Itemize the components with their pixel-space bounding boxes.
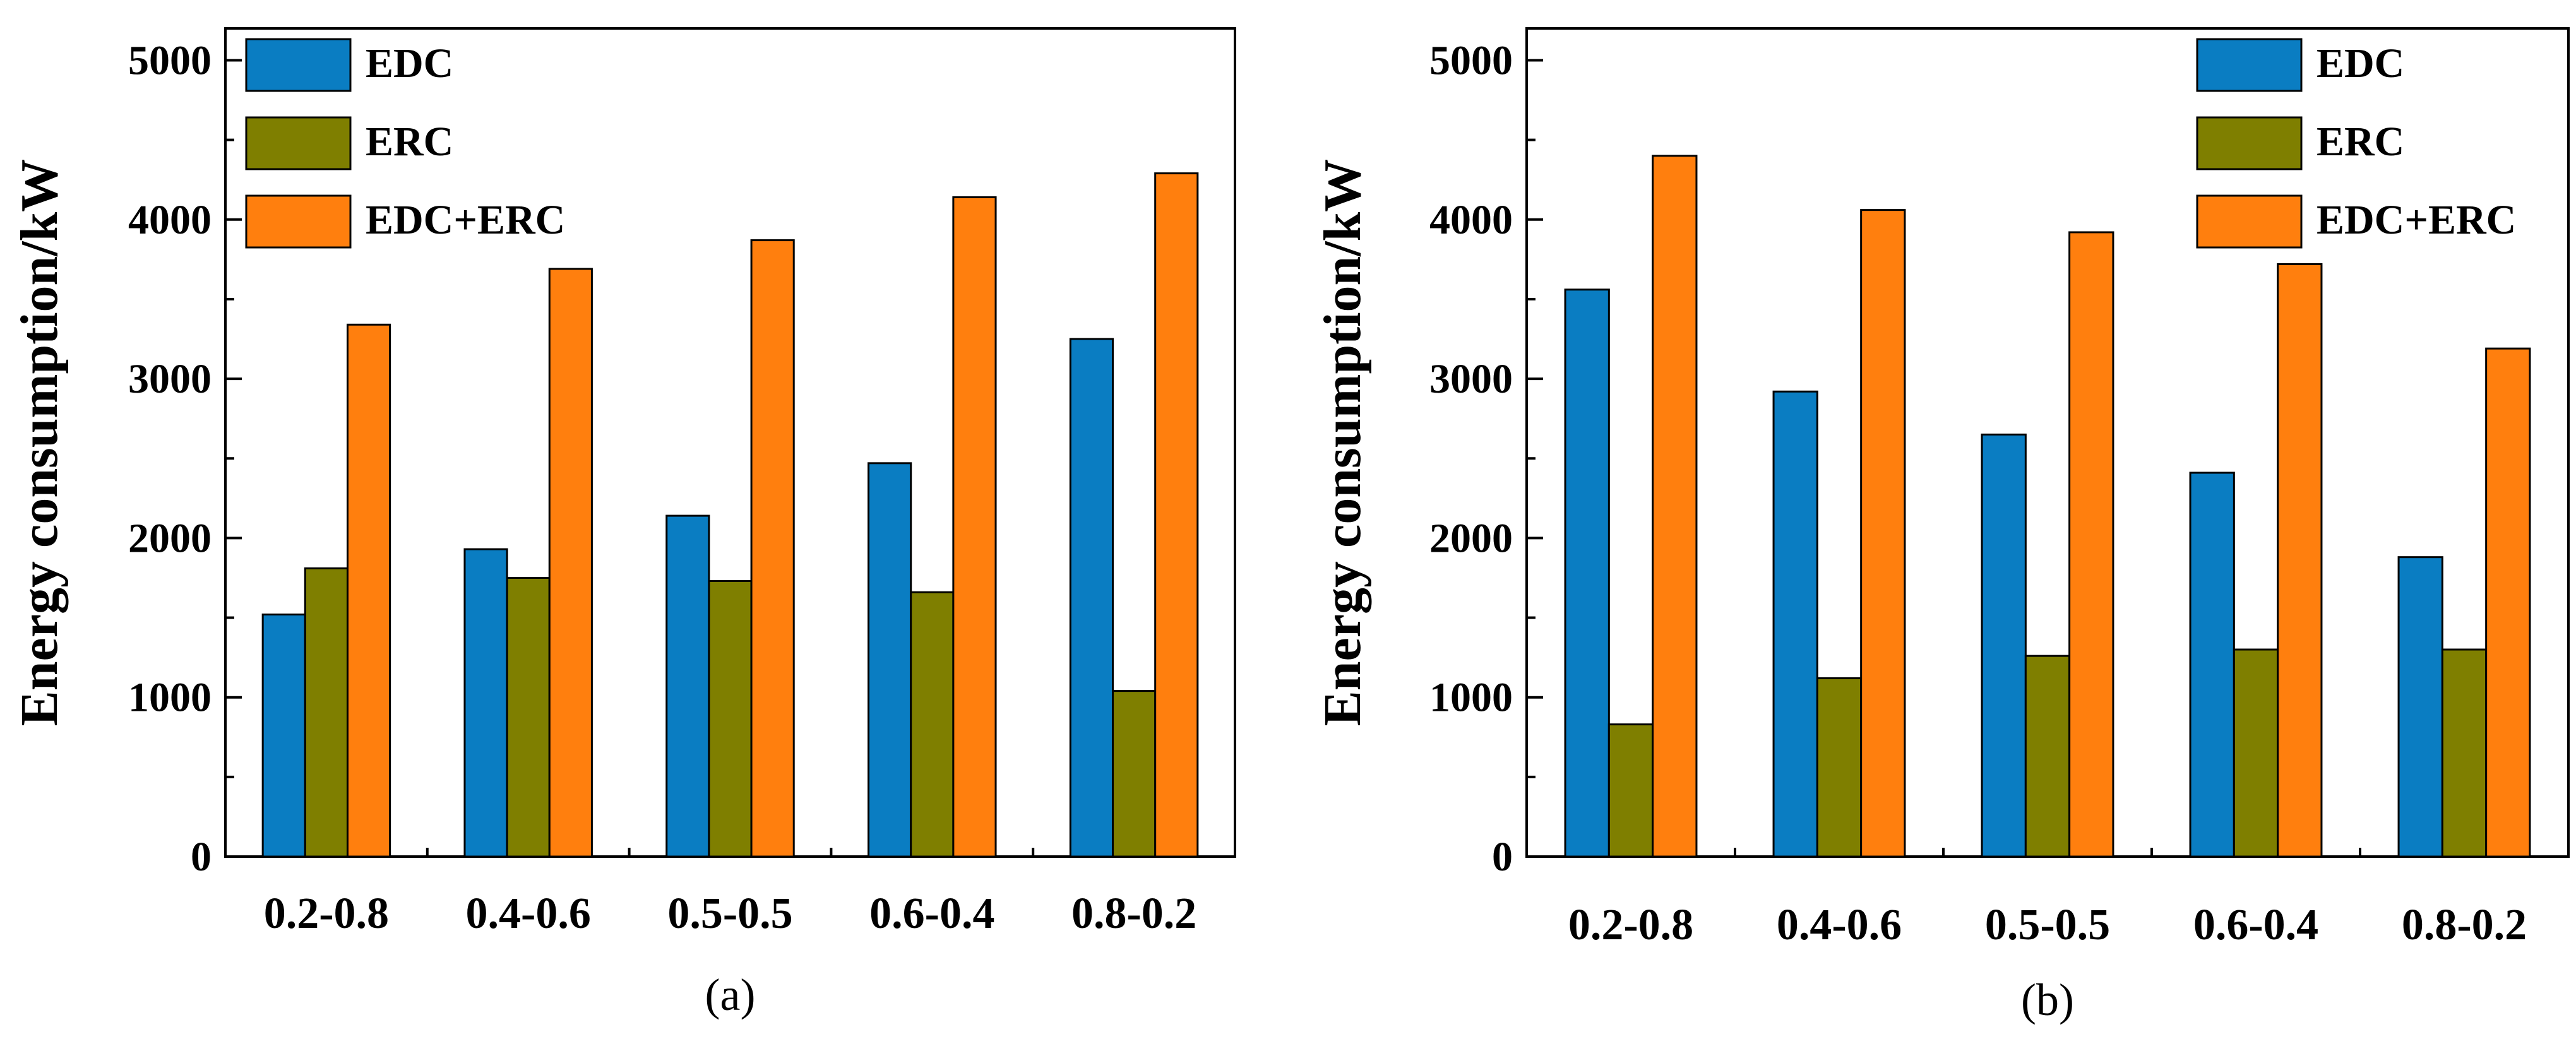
y-tick-label: 2000 [1429,515,1513,561]
bar-edc-erc-0.8-0.2 [1154,172,1199,858]
y-tick-label: 3000 [1429,356,1513,402]
x-category-label: 0.2-0.8 [264,889,389,938]
y-tick-label: 4000 [128,197,212,243]
bar-edc-erc-0.4-0.6 [1860,209,1906,858]
bar-edc-0.2-0.8 [261,613,306,858]
bar-edc-0.5-0.5 [665,514,710,858]
bar-edc-0.8-0.2 [2397,556,2443,858]
bar-erc-0.5-0.5 [2024,655,2071,858]
legend-label: EDC [2317,40,2404,86]
y-tick-label: 1000 [128,675,212,721]
legend-swatch [245,116,352,170]
bar-edc-0.4-0.6 [463,548,508,858]
bar-erc-0.6-0.4 [2233,648,2279,858]
bar-erc-0.4-0.6 [1816,677,1863,858]
bar-edc-erc-0.2-0.8 [346,323,391,858]
chart-panel-b: 0 1000 2000 3000 4000 5000 Energy consumption/… [1313,27,2570,1025]
bar-edc-0.6-0.4 [868,462,912,858]
legend-swatch [2196,194,2303,249]
panel-label: (a) [705,970,756,1020]
bar-edc-erc-0.6-0.4 [952,196,997,858]
x-category-label: 0.8-0.2 [2402,901,2527,949]
panel-label: (b) [2021,975,2074,1025]
x-category-label: 0.4-0.6 [466,889,591,938]
bar-edc-erc-0.8-0.2 [2485,347,2531,858]
y-tick-label: 0 [191,834,212,880]
bar-erc-0.5-0.5 [708,580,753,858]
bar-edc-0.6-0.4 [2189,472,2235,858]
bar-edc-erc-0.6-0.4 [2277,263,2323,858]
x-category-label: 0.8-0.2 [1071,889,1196,938]
y-tick-label: 5000 [128,37,212,83]
legend-label: EDC [366,40,453,86]
y-tick-label: 1000 [1429,675,1513,721]
legend-label: ERC [366,119,453,165]
bar-edc-erc-0.2-0.8 [1652,155,1698,858]
x-category-label: 0.4-0.6 [1777,901,1902,949]
x-category-label: 0.5-0.5 [667,889,792,938]
x-category-label: 0.5-0.5 [1985,901,2110,949]
y-tick-label: 2000 [128,515,212,561]
bar-erc-0.4-0.6 [506,576,551,858]
bar-erc-0.2-0.8 [304,567,349,858]
y-axis-title: Energy consumption/kW [1313,159,1372,727]
y-tick-label: 5000 [1429,37,1513,83]
legend-swatch [245,194,352,249]
bar-edc-erc-0.4-0.6 [548,268,593,858]
y-tick-label: 0 [1492,834,1513,880]
bar-edc-0.5-0.5 [1981,433,2027,858]
bar-edc-0.4-0.6 [1772,390,1818,858]
bar-erc-0.8-0.2 [1112,690,1157,858]
bar-erc-0.2-0.8 [1607,723,1654,858]
legend-label: ERC [2317,119,2404,165]
legend-label: EDC+ERC [2317,197,2516,243]
x-category-label: 0.2-0.8 [1568,901,1693,949]
legend-swatch [2196,116,2303,170]
y-axis-title: Energy consumption/kW [10,159,69,727]
bar-erc-0.6-0.4 [910,591,955,858]
legend-swatch [2196,38,2303,92]
x-category-label: 0.6-0.4 [2193,901,2318,949]
bar-edc-0.2-0.8 [1564,288,1610,858]
y-tick-label: 4000 [1429,197,1513,243]
y-tick-label: 3000 [128,356,212,402]
legend-label: EDC+ERC [366,197,565,243]
bar-edc-0.8-0.2 [1069,338,1114,858]
chart-panel-a: 0 1000 2000 3000 4000 5000 Energy consumption/… [10,27,1236,1020]
bar-edc-erc-0.5-0.5 [2068,231,2114,858]
x-category-label: 0.6-0.4 [869,889,994,938]
bar-edc-erc-0.5-0.5 [750,239,795,858]
legend-swatch [245,38,352,92]
bar-erc-0.8-0.2 [2441,648,2488,858]
